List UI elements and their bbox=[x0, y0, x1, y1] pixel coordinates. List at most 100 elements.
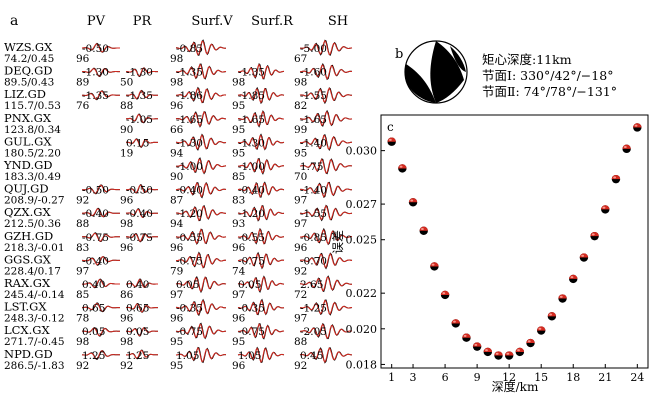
marker-highlight bbox=[559, 295, 563, 298]
time-shift: -1.55 bbox=[300, 90, 327, 102]
synthetic-waveform bbox=[81, 90, 120, 100]
marker-highlight bbox=[442, 292, 446, 295]
time-shift: -0.55 bbox=[176, 232, 203, 244]
synthetic-waveform bbox=[176, 158, 227, 174]
data-point bbox=[398, 164, 407, 173]
fit-percentage: 87 bbox=[170, 195, 183, 207]
fit-percentage: 95 bbox=[170, 336, 183, 348]
synthetic-waveform bbox=[81, 350, 120, 360]
plot-frame bbox=[380, 114, 649, 369]
time-shift: -1.35 bbox=[238, 67, 265, 79]
station-name: QZX.GX bbox=[4, 205, 51, 219]
synthetic-waveform bbox=[82, 232, 120, 242]
fit-percentage: 97 bbox=[294, 195, 307, 207]
fit-percentage: 96 bbox=[232, 360, 246, 372]
synthetic-waveform bbox=[237, 205, 285, 221]
synthetic-waveform bbox=[126, 233, 158, 242]
time-shift: -0.50 bbox=[126, 185, 153, 197]
synthetic-waveform bbox=[237, 110, 284, 127]
synthetic-waveform bbox=[176, 347, 227, 363]
x-tick-label: 15 bbox=[534, 371, 548, 384]
time-shift: -1.20 bbox=[238, 208, 265, 220]
fit-percentage: 95 bbox=[232, 124, 245, 136]
fit-percentage: 94 bbox=[170, 218, 184, 230]
panel-c-label: c bbox=[387, 120, 394, 134]
station-distance: 286.5/-1.83 bbox=[4, 360, 65, 372]
fit-percentage: 88 bbox=[76, 218, 89, 230]
data-point bbox=[408, 198, 418, 207]
column-header: Surf.R bbox=[251, 14, 294, 29]
fit-percentage: 96 bbox=[76, 53, 90, 65]
synthetic-waveform bbox=[237, 182, 285, 198]
station-name: GUL.GX bbox=[4, 134, 52, 148]
station-distance: 89.5/0.43 bbox=[4, 77, 54, 89]
synthetic-waveform bbox=[126, 303, 158, 313]
station-row: RAX.GX245.4/-0.140.40850.40860.05970.059… bbox=[4, 275, 352, 301]
station-row: GGS.GX228.4/0.17-0.4097-0.7579-0.7574-0.… bbox=[4, 251, 353, 277]
station-distance: 183.3/0.49 bbox=[4, 171, 61, 183]
fit-percentage: 98 bbox=[170, 53, 183, 65]
time-shift: 0.40 bbox=[126, 279, 149, 291]
time-shift: -0.35 bbox=[238, 303, 265, 315]
synthetic-waveform bbox=[300, 181, 352, 198]
synthetic-waveform bbox=[175, 111, 227, 127]
station-name: LCX.GX bbox=[4, 323, 50, 337]
nodal-plane-1-line: 节面Ⅰ: 330°/42°/−18° bbox=[482, 68, 613, 83]
x-tick-label: 9 bbox=[474, 371, 481, 384]
station-distance: 271.7/-0.45 bbox=[4, 336, 65, 348]
column-header: SH bbox=[328, 14, 348, 29]
synthetic-waveform bbox=[238, 323, 285, 339]
time-shift: -0.55 bbox=[238, 232, 265, 244]
synthetic-waveform bbox=[299, 158, 353, 174]
marker-highlight bbox=[495, 352, 499, 355]
station-row: LCX.GX271.7/-0.450.05980.0598-0.7595-0.7… bbox=[4, 322, 353, 348]
fit-percentage: 96 bbox=[170, 242, 184, 254]
fit-percentage: 97 bbox=[294, 313, 307, 325]
station-row: NPD.GD286.5/-1.831.25921.25921.05951.059… bbox=[4, 346, 353, 372]
fit-percentage: 67 bbox=[294, 53, 307, 65]
synthetic-waveform bbox=[126, 138, 158, 148]
time-shift: -0.85 bbox=[176, 43, 203, 55]
synthetic-waveform bbox=[176, 252, 226, 269]
time-shift: -1.60 bbox=[300, 67, 327, 79]
time-shift: -1.30 bbox=[238, 137, 265, 149]
fit-percentage: 72 bbox=[294, 289, 307, 301]
beachball bbox=[404, 40, 468, 104]
data-point bbox=[622, 144, 631, 154]
synthetic-waveform bbox=[126, 184, 158, 194]
fit-percentage: 76 bbox=[76, 100, 90, 112]
fit-percentage: 70 bbox=[294, 171, 307, 183]
data-point bbox=[633, 123, 642, 132]
fit-percentage: 79 bbox=[170, 265, 183, 277]
x-tick-label: 24 bbox=[630, 371, 644, 384]
station-name: DEQ.GD bbox=[4, 64, 53, 78]
panel-a-label: a bbox=[10, 13, 18, 29]
centroid-depth-line: 矩心深度:11km bbox=[482, 52, 572, 67]
station-name: WZS.GX bbox=[4, 40, 53, 54]
time-shift: -1.65 bbox=[176, 114, 203, 126]
time-shift: 0.45 bbox=[300, 350, 323, 362]
time-shift: 0.40 bbox=[82, 279, 105, 291]
synthetic-waveform bbox=[300, 134, 353, 150]
column-header: Surf.V bbox=[191, 14, 233, 29]
synthetic-waveform bbox=[237, 253, 285, 269]
synthetic-waveform bbox=[238, 276, 285, 292]
time-shift: 1.25 bbox=[82, 350, 105, 362]
fit-percentage: 97 bbox=[170, 289, 183, 301]
station-distance: 212.5/0.36 bbox=[4, 218, 61, 230]
marker-highlight bbox=[506, 352, 510, 355]
time-shift: -1.65 bbox=[238, 114, 265, 126]
marker-highlight bbox=[613, 176, 617, 179]
fit-percentage: 96 bbox=[232, 242, 246, 254]
fit-percentage: 98 bbox=[120, 336, 133, 348]
time-shift: 0.05 bbox=[82, 326, 105, 338]
time-shift: -1.35 bbox=[176, 67, 203, 79]
time-shift: -1.35 bbox=[126, 90, 153, 102]
data-point bbox=[504, 351, 514, 360]
fit-percentage: 92 bbox=[294, 265, 307, 277]
fit-percentage: 97 bbox=[294, 218, 307, 230]
time-shift: 0.05 bbox=[238, 279, 261, 291]
panel-b-label: b bbox=[395, 47, 403, 62]
synthetic-waveform bbox=[299, 299, 353, 315]
